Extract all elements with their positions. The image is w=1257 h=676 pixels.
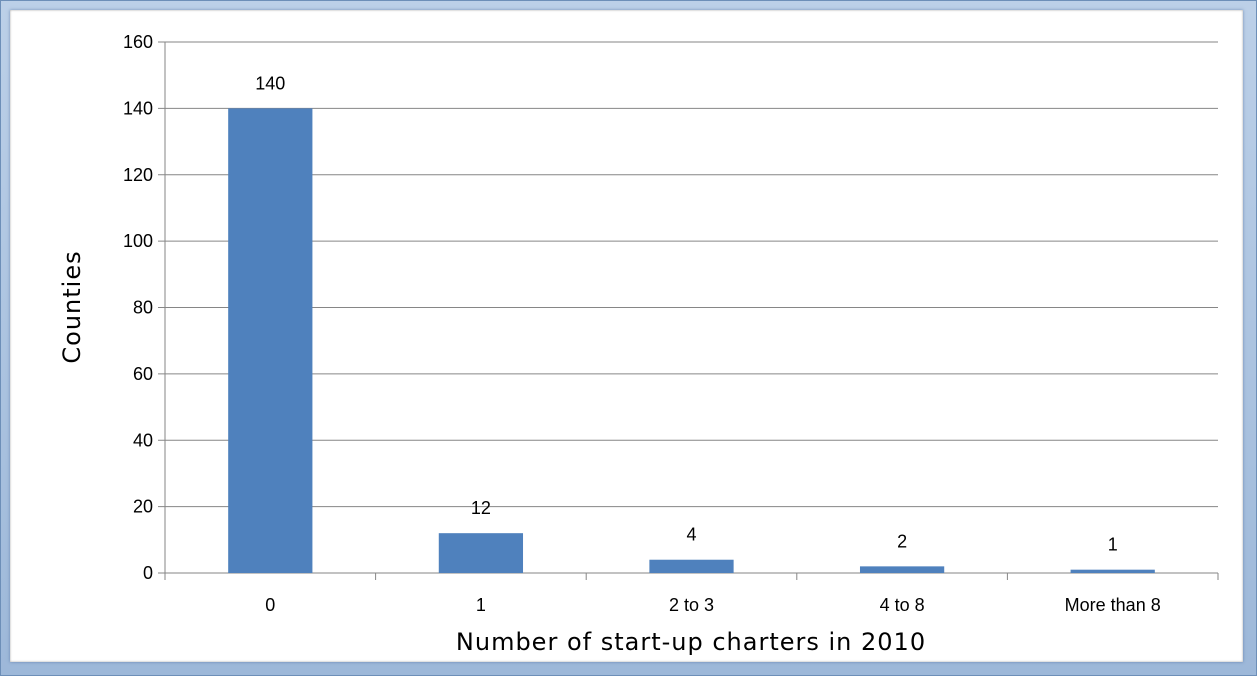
x-tick-label: 0 (265, 595, 275, 615)
y-tick-label: 100 (123, 231, 153, 251)
bar (859, 566, 945, 573)
axes (158, 41, 1219, 580)
y-tick-label: 20 (133, 497, 153, 517)
data-label: 1 (1108, 535, 1118, 555)
bars (228, 108, 1155, 573)
bar (228, 108, 313, 573)
bar (649, 559, 734, 573)
x-tick-label: More than 8 (1065, 595, 1161, 615)
bar (1070, 569, 1155, 573)
data-label: 140 (255, 73, 285, 93)
gridlines (165, 41, 1218, 508)
x-tick-label: 2 to 3 (669, 595, 714, 615)
x-tick-labels: 0 1 2 to 3 4 to 8 More than 8 (265, 595, 1160, 615)
chart-panel (10, 10, 1243, 662)
data-label: 4 (686, 525, 696, 545)
data-label: 2 (897, 531, 907, 551)
data-label: 12 (471, 498, 491, 518)
y-tick-labels: 0 20 40 60 80 100 120 140 160 (123, 32, 153, 583)
y-tick-label: 140 (123, 98, 153, 118)
y-axis-title: Counties (58, 250, 86, 363)
x-tick-label: 1 (476, 595, 486, 615)
x-axis-title: Number of start-up charters in 2010 (456, 628, 926, 656)
y-tick-label: 160 (123, 32, 153, 52)
y-tick-label: 80 (133, 298, 153, 318)
y-tick-label: 40 (133, 430, 153, 450)
y-tick-label: 120 (123, 165, 153, 185)
y-tick-label: 60 (133, 364, 153, 384)
data-labels: 140 12 4 2 1 (255, 73, 1117, 554)
x-tick-label: 4 to 8 (880, 595, 925, 615)
y-tick-label: 0 (143, 563, 153, 583)
bar (438, 533, 524, 573)
